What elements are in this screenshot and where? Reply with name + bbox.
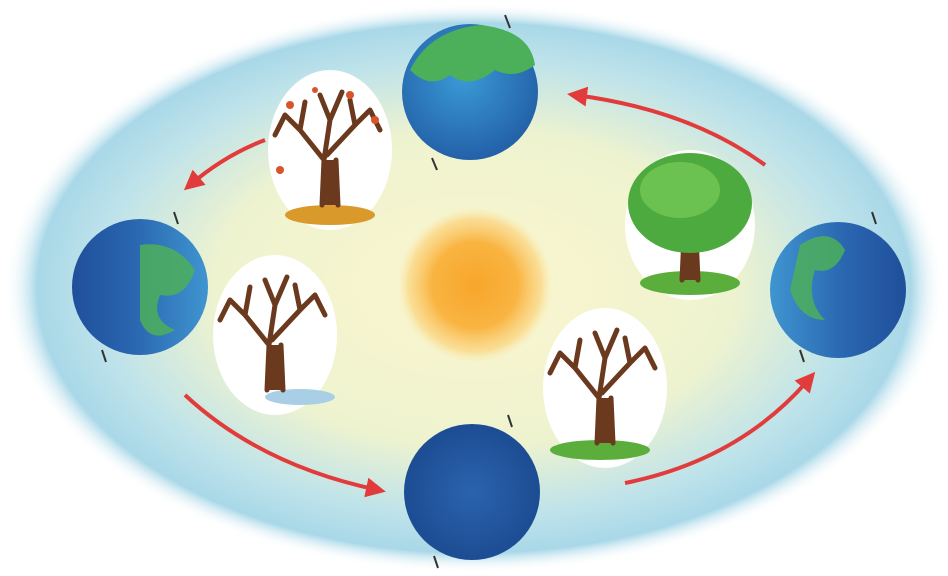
snow-shadow [265,389,335,405]
foliage-highlight [640,162,720,218]
tree-winter [213,255,337,415]
tree-spring [543,308,667,468]
seasons-diagram [0,0,948,576]
tree-autumn [268,70,392,230]
sun [397,207,553,363]
tree-summer [625,150,755,300]
fallen-leaves [285,205,375,225]
earth [404,424,540,560]
